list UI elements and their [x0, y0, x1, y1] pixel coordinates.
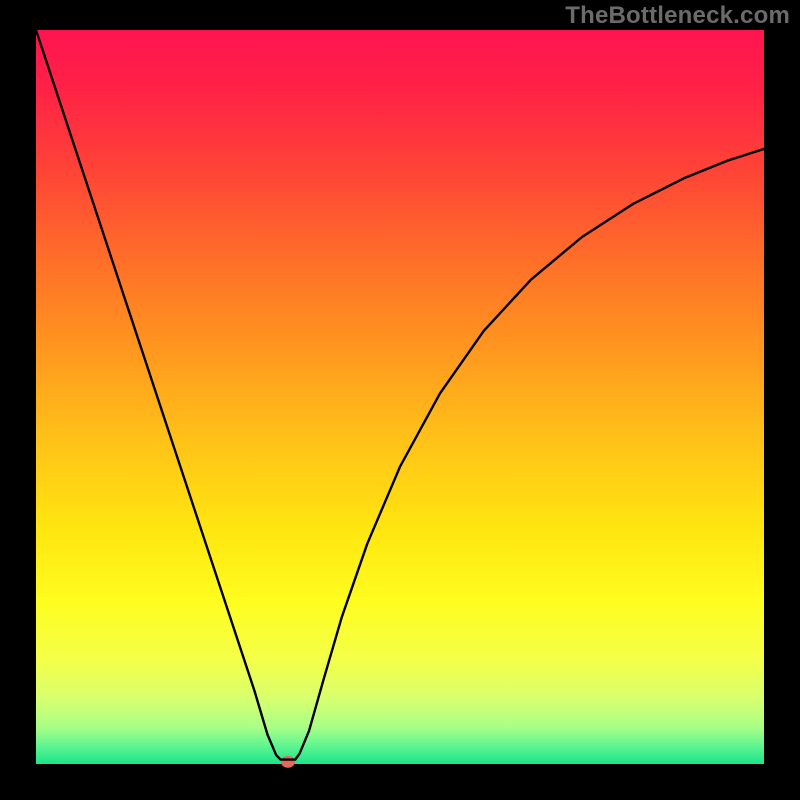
watermark-text: TheBottleneck.com: [565, 2, 790, 30]
plot-area: [36, 30, 764, 764]
bottleneck-chart: [0, 0, 800, 800]
min-point-marker: [281, 756, 295, 768]
